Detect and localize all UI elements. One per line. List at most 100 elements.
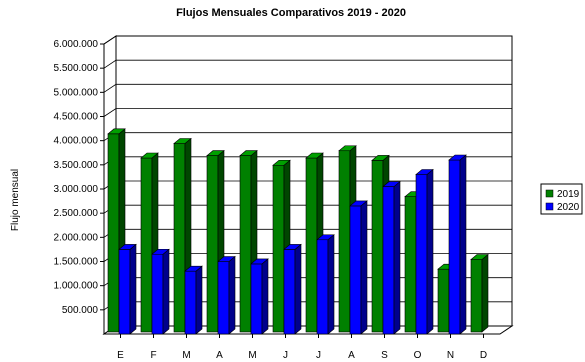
legend-swatch-2020	[545, 202, 554, 211]
bar-2020	[184, 265, 203, 335]
bar-front	[349, 205, 362, 335]
chart-title: Flujos Mensuales Comparativos 2019 - 202…	[176, 7, 406, 19]
x-tick-label: E	[117, 350, 124, 361]
bar-front	[305, 157, 318, 333]
bar-front	[184, 270, 197, 335]
bar-front	[118, 249, 131, 335]
bar-top	[184, 265, 203, 272]
y-axis-label: Flujo mensual	[10, 169, 21, 231]
bar-side	[393, 180, 401, 335]
bar-front	[437, 268, 450, 333]
bar-front	[382, 186, 395, 335]
bar-front	[173, 143, 186, 333]
bar-top	[173, 138, 192, 144]
bar-2020	[151, 248, 170, 335]
bar-side	[360, 200, 368, 335]
y-tick-label: 2.500.000	[54, 208, 99, 219]
y-tick-label: 3.000.000	[54, 184, 99, 195]
bar-front	[151, 253, 164, 335]
bar-2020	[415, 168, 434, 335]
gridline	[103, 108, 512, 117]
bar-top	[283, 244, 302, 250]
bar-front	[448, 159, 461, 335]
bar-top	[118, 244, 137, 250]
bar-side	[129, 243, 137, 335]
x-tick-label: A	[348, 350, 355, 361]
gridline	[103, 59, 512, 69]
x-tick-label: J	[316, 350, 321, 361]
y-tick-label: 1.000.000	[54, 281, 99, 292]
bar-top	[470, 254, 489, 260]
bar-top	[338, 145, 357, 152]
x-tick-label: M	[182, 350, 190, 361]
x-tick-label: A	[216, 350, 223, 361]
legend-swatch-2019	[545, 189, 554, 198]
bar-2019	[470, 253, 489, 333]
bar-side	[459, 154, 467, 335]
bar-top	[349, 200, 368, 207]
bar-front	[206, 155, 219, 333]
y-tick-label: 5.000.000	[54, 87, 99, 98]
y-tick-label: 6.000.000	[54, 39, 99, 50]
bar-top	[272, 159, 291, 166]
bar-side	[261, 258, 269, 335]
bar-front	[470, 259, 483, 333]
bar-side	[481, 253, 489, 333]
bar-side	[294, 243, 302, 335]
bar-2020	[349, 200, 368, 335]
bar-front	[415, 174, 428, 335]
bar-side	[228, 255, 236, 335]
gridline	[103, 83, 512, 93]
bar-2020	[283, 243, 302, 335]
bar-top	[371, 155, 390, 161]
bar-top	[316, 234, 335, 241]
bar-front	[316, 239, 329, 335]
x-tick-label: S	[381, 350, 388, 361]
legend-label-2020: 2020	[557, 202, 580, 213]
bar-side	[195, 265, 203, 335]
bar-top	[239, 150, 258, 156]
legend-label-2019: 2019	[557, 189, 580, 200]
bar-side	[162, 248, 170, 335]
bar-2020	[118, 243, 137, 335]
bar-front	[239, 155, 252, 333]
bar-front	[371, 160, 384, 333]
bar-2020	[217, 255, 236, 335]
bar-top	[382, 181, 401, 187]
bar-top	[206, 150, 225, 156]
bar-front	[140, 157, 153, 333]
x-tick-label: O	[414, 350, 422, 361]
bars	[107, 128, 489, 335]
x-tick-label: M	[248, 350, 256, 361]
bar-front	[272, 164, 285, 333]
y-axis-ticks: 500.000 1.000.000 1.500.000 2.000.000 2.500.…	[54, 39, 104, 316]
bar-top	[448, 154, 467, 161]
bar-front	[107, 133, 120, 333]
x-tick-label: J	[283, 350, 288, 361]
y-tick-label: 3.500.000	[54, 160, 99, 171]
bar-top	[107, 128, 126, 135]
legend: 2019 2020	[540, 183, 583, 215]
bar-front	[338, 150, 351, 333]
y-tick-label: 2.000.000	[54, 232, 99, 243]
bar-side	[327, 234, 335, 335]
y-tick-label: 4.500.000	[54, 112, 99, 123]
bar-top	[305, 152, 324, 159]
bar-2020	[448, 154, 467, 335]
bar-side	[426, 168, 434, 335]
y-tick-label: 4.000.000	[54, 136, 99, 147]
x-tick-label: D	[480, 350, 487, 361]
x-tick-label: F	[150, 350, 156, 361]
gridline	[103, 35, 512, 45]
bar-front	[404, 196, 417, 333]
bar-front	[250, 263, 263, 335]
bar-2020	[382, 180, 401, 335]
bar-top	[217, 256, 236, 262]
bar-2020	[250, 258, 269, 335]
y-tick-label: 5.500.000	[54, 63, 99, 74]
bar-top	[151, 248, 170, 255]
bar-2020	[316, 234, 335, 335]
bar-front	[283, 249, 296, 335]
